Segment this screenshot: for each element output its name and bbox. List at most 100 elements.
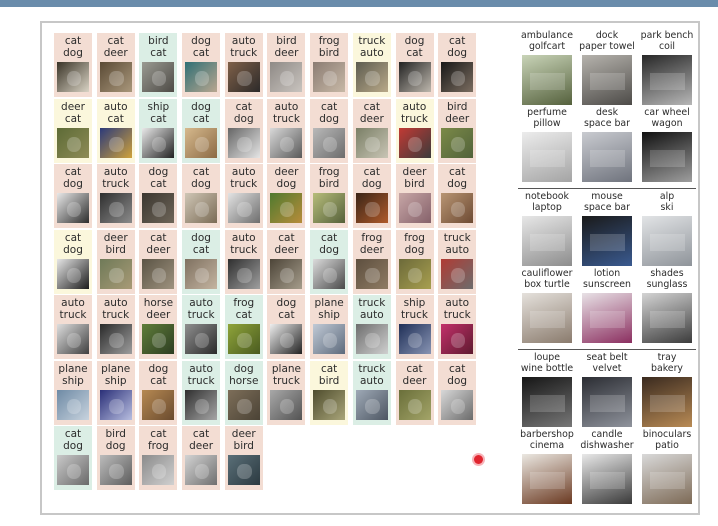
- second-prediction-label: bird: [318, 178, 340, 190]
- example-label-secondary: coil: [658, 40, 676, 52]
- top-prediction-label: dog: [404, 35, 425, 47]
- grid-cell: auto truck: [267, 98, 306, 163]
- grid-cell: frog bird: [310, 33, 349, 97]
- second-prediction-label: truck: [187, 374, 215, 387]
- top-prediction-label: frog: [318, 35, 340, 47]
- thumbnail-image: [57, 324, 89, 354]
- top-prediction-label: auto: [189, 362, 213, 375]
- example-label-primary: lotion: [593, 268, 621, 279]
- example-label-secondary: pillow: [533, 117, 561, 129]
- figure-frame: cat dog cat deer bird cat dog cat auto truck bird d…: [40, 21, 700, 515]
- example-image: [522, 293, 572, 343]
- grid-cell: dog cat: [182, 98, 221, 163]
- thumbnail-image: [441, 193, 474, 223]
- second-prediction-label: cat: [150, 374, 167, 387]
- thumbnail-image: [227, 193, 260, 223]
- grid-cell: cat dog: [352, 164, 391, 228]
- thumbnail-image: [185, 193, 218, 223]
- top-prediction-label: cat: [192, 166, 210, 178]
- thumbnail-image: [398, 193, 431, 223]
- second-prediction-label: truck: [401, 309, 428, 321]
- thumbnail-image: [99, 324, 132, 354]
- example-label-primary: alp: [659, 191, 675, 202]
- second-prediction-label: truck: [230, 47, 258, 59]
- grid-cell: deer bird: [395, 164, 434, 228]
- example-cell: shades sunglass: [638, 268, 696, 346]
- example-image: [522, 216, 572, 266]
- top-bar: [0, 0, 718, 7]
- top-prediction-label: cat: [320, 362, 338, 375]
- top-prediction-label: cat: [406, 362, 423, 375]
- thumbnail-image: [57, 127, 89, 158]
- grid-cell: bird deer: [267, 33, 306, 97]
- top-prediction-label: frog: [404, 231, 425, 244]
- second-prediction-label: auto: [445, 243, 469, 256]
- top-prediction-label: frog: [318, 166, 340, 178]
- pointer-cursor-icon: [474, 455, 483, 464]
- example-label-primary: seat belt: [586, 352, 628, 363]
- example-group: ambulance golfcart dock paper towel park ben…: [518, 30, 696, 188]
- grid-cell: cat dog: [54, 229, 92, 294]
- thumbnail-image: [270, 62, 303, 92]
- example-cell: car wheel wagon: [638, 107, 696, 185]
- top-prediction-label: deer: [274, 166, 299, 178]
- grid-cell: cat dog: [224, 98, 263, 163]
- top-prediction-label: cat: [320, 100, 338, 113]
- second-prediction-label: dog: [233, 112, 254, 125]
- example-cell: binoculars patio: [638, 429, 696, 507]
- example-image: [642, 55, 692, 105]
- example-image: [582, 216, 632, 266]
- grid-cell: auto truck: [182, 295, 221, 359]
- second-prediction-label: bird: [105, 243, 126, 256]
- thumbnail-image: [441, 389, 474, 420]
- top-prediction-label: cat: [363, 166, 380, 178]
- example-label-secondary: wagon: [651, 117, 683, 129]
- top-prediction-label: cat: [320, 231, 338, 244]
- top-prediction-label: dog: [191, 100, 211, 113]
- thumbnail-image: [313, 324, 346, 354]
- second-prediction-label: bird: [404, 178, 425, 190]
- second-prediction-label: cat: [150, 178, 167, 190]
- grid-cell: frog cat: [224, 295, 263, 359]
- second-prediction-label: deer: [359, 112, 384, 125]
- thumbnail-image: [142, 62, 175, 92]
- second-prediction-label: truck: [230, 243, 258, 256]
- grid-cell: truck auto: [352, 33, 391, 97]
- thumbnail-image: [99, 62, 132, 92]
- top-prediction-label: auto: [231, 166, 256, 178]
- top-prediction-label: ship: [403, 297, 426, 309]
- thumbnail-image: [185, 389, 218, 420]
- example-image: [582, 132, 632, 182]
- example-label-secondary: paper towel: [579, 40, 635, 52]
- thumbnail-image: [441, 127, 474, 158]
- grid-cell: cat deer: [352, 98, 391, 163]
- top-prediction-label: horse: [143, 297, 174, 309]
- grid-cell: truck auto: [438, 229, 477, 294]
- example-image: [522, 377, 572, 427]
- top-prediction-label: plane: [314, 297, 344, 309]
- thumbnail-image: [57, 193, 89, 223]
- thumbnail-image: [355, 389, 388, 420]
- top-prediction-label: dog: [233, 362, 254, 375]
- grid-cell: deer dog: [267, 164, 306, 228]
- second-prediction-label: ship: [62, 374, 84, 387]
- top-prediction-label: deer: [402, 166, 427, 178]
- second-prediction-label: dog: [361, 178, 382, 190]
- grid-cell: auto truck: [182, 360, 221, 425]
- second-prediction-label: truck: [187, 309, 215, 321]
- grid-cell: auto truck: [395, 98, 434, 163]
- second-prediction-label: cat: [64, 112, 82, 125]
- example-label-secondary: box turtle: [524, 278, 570, 290]
- example-image: [582, 454, 632, 504]
- thumbnail-image: [227, 389, 260, 420]
- top-prediction-label: cat: [64, 231, 82, 244]
- grid-cell: horse deer: [139, 295, 178, 359]
- thumbnail-image: [99, 455, 132, 485]
- second-prediction-label: ship: [318, 309, 340, 321]
- grid-cell: cat dog: [310, 98, 349, 163]
- grid-cell: plane ship: [310, 295, 349, 359]
- second-prediction-label: bird: [318, 47, 340, 59]
- example-label-primary: shades: [650, 268, 684, 279]
- grid-cell: cat dog: [182, 164, 221, 228]
- example-cell: mouse space bar: [578, 191, 636, 269]
